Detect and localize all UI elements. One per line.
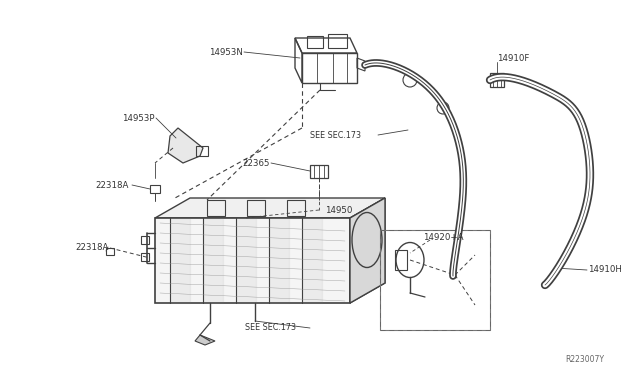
Text: 14950: 14950	[325, 205, 353, 215]
Bar	[380, 230, 490, 330]
Bar	[287, 200, 305, 216]
Polygon shape	[155, 218, 350, 303]
Text: R223007Y: R223007Y	[565, 356, 604, 365]
Bar	[207, 200, 225, 216]
Text: 14953N: 14953N	[209, 48, 243, 57]
Bar	[196, 146, 208, 156]
Text: 22318A: 22318A	[75, 243, 108, 251]
Bar	[247, 200, 265, 216]
Text: 14920+A: 14920+A	[423, 232, 463, 241]
Text: SEE SEC.173: SEE SEC.173	[310, 131, 361, 140]
Polygon shape	[195, 335, 215, 345]
Polygon shape	[350, 198, 385, 303]
Polygon shape	[168, 128, 203, 163]
Bar	[141, 253, 149, 261]
Text: 22318A: 22318A	[95, 180, 129, 189]
Text: SEE SEC.173: SEE SEC.173	[245, 324, 296, 333]
Bar	[141, 236, 149, 244]
Polygon shape	[155, 198, 385, 218]
Bar	[310, 165, 328, 178]
Text: 14910H: 14910H	[588, 266, 622, 275]
Polygon shape	[350, 198, 385, 303]
Bar	[150, 185, 160, 193]
Bar	[106, 248, 114, 255]
Text: 14953P: 14953P	[122, 113, 155, 122]
Bar	[380, 230, 490, 330]
Bar	[395, 250, 407, 270]
Text: 14910F: 14910F	[497, 54, 529, 62]
Text: 22365: 22365	[243, 158, 270, 167]
